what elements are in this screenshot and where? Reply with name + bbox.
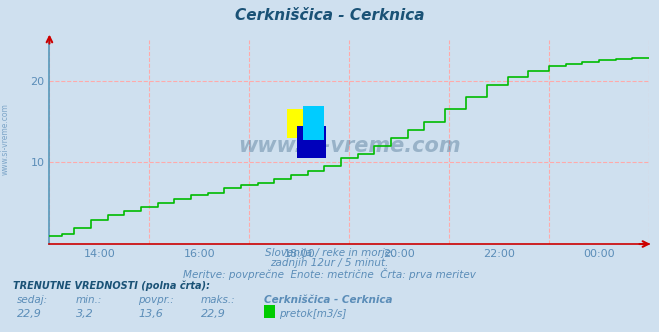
Bar [287, 109, 316, 138]
Bar [297, 125, 326, 158]
Text: Slovenija / reke in morje.: Slovenija / reke in morje. [265, 248, 394, 258]
Text: pretok[m3/s]: pretok[m3/s] [279, 309, 347, 319]
Text: sedaj:: sedaj: [16, 295, 47, 305]
Text: min.:: min.: [76, 295, 102, 305]
Text: 22,9: 22,9 [201, 309, 226, 319]
Text: TRENUTNE VREDNOSTI (polna črta):: TRENUTNE VREDNOSTI (polna črta): [13, 281, 210, 291]
Text: povpr.:: povpr.: [138, 295, 174, 305]
Text: Meritve: povprečne  Enote: metrične  Črta: prva meritev: Meritve: povprečne Enote: metrične Črta:… [183, 268, 476, 280]
Bar [303, 106, 324, 140]
Text: Cerkniščica - Cerknica: Cerkniščica - Cerknica [235, 8, 424, 23]
Text: www.si-vreme.com: www.si-vreme.com [238, 136, 461, 156]
Text: zadnjih 12ur / 5 minut.: zadnjih 12ur / 5 minut. [270, 258, 389, 268]
Text: www.si-vreme.com: www.si-vreme.com [1, 104, 10, 175]
Text: maks.:: maks.: [201, 295, 236, 305]
Text: Cerkniščica - Cerknica: Cerkniščica - Cerknica [264, 295, 392, 305]
Text: 3,2: 3,2 [76, 309, 94, 319]
Text: 13,6: 13,6 [138, 309, 163, 319]
Text: 22,9: 22,9 [16, 309, 42, 319]
